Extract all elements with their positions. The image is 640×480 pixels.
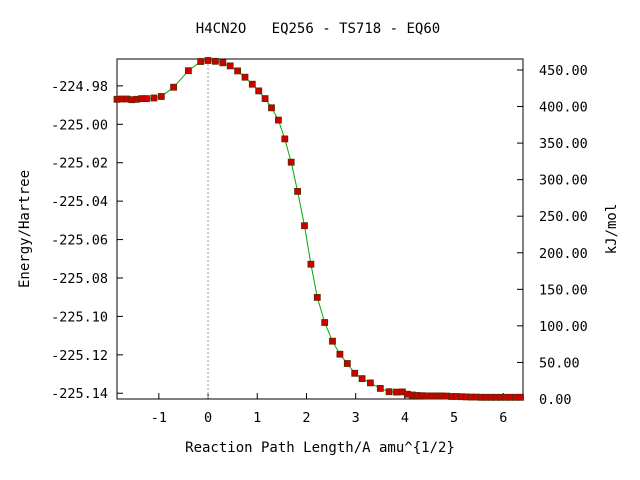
data-point: [204, 57, 212, 64]
data-point: [170, 83, 178, 91]
x-tick-label: 0: [204, 410, 212, 426]
data-point: [287, 158, 295, 166]
data-point: [281, 135, 289, 143]
x-tick-label: 4: [401, 410, 409, 426]
data-point: [197, 58, 205, 65]
x-axis-label: Reaction Path Length/A amu^{1/2}: [185, 440, 455, 456]
y2-tick-label: 0.00: [539, 392, 572, 408]
data-point: [358, 375, 366, 383]
data-point: [294, 187, 302, 195]
x-tick-label: -1: [151, 410, 167, 426]
data-point: [248, 80, 256, 88]
data-point: [143, 95, 150, 102]
data-points: [113, 57, 524, 401]
data-point: [255, 87, 263, 95]
data-point: [301, 222, 308, 230]
data-point: [234, 67, 242, 75]
y2-tick-label: 300.00: [539, 173, 588, 189]
x-tick-label: 3: [352, 410, 360, 426]
data-point: [366, 379, 374, 387]
data-point: [211, 57, 219, 65]
x-tick-label: 2: [302, 410, 310, 426]
y2-axis-ticks: 0.00 50.00 100.00 150.00 200.00 250.00 300.00 3…: [517, 63, 588, 408]
data-point: [226, 62, 234, 70]
data-point: [241, 73, 249, 81]
data-point: [150, 94, 158, 102]
y2-tick-label: 100.00: [539, 319, 588, 335]
data-point: [329, 337, 336, 345]
y-axis-label: Energy/Hartree: [17, 170, 33, 288]
data-point: [307, 260, 315, 268]
x-tick-label: 6: [499, 410, 507, 426]
y-tick-label: -225.10: [51, 309, 108, 325]
data-point: [393, 388, 400, 396]
y-tick-label: -225.12: [51, 348, 108, 364]
y-tick-label: -225.00: [51, 117, 108, 133]
y-tick-label: -225.08: [51, 271, 108, 287]
data-point: [376, 384, 384, 392]
y2-tick-label: 450.00: [539, 63, 588, 79]
y2-tick-label: 350.00: [539, 136, 588, 152]
data-point: [261, 95, 269, 102]
data-point: [336, 350, 344, 358]
data-point: [351, 369, 359, 377]
y2-tick-label: 150.00: [539, 282, 588, 298]
y-tick-label: -224.98: [51, 79, 108, 95]
y2-tick-label: 250.00: [539, 209, 588, 225]
data-point: [184, 67, 192, 75]
x-tick-label: 1: [253, 410, 261, 426]
data-point: [343, 360, 351, 367]
y-tick-label: -225.14: [51, 386, 108, 402]
data-point: [321, 319, 329, 326]
x-tick-label: 5: [450, 410, 458, 426]
data-point: [219, 59, 227, 67]
chart-title: H4CN2O EQ256 - TS718 - EQ60: [196, 21, 440, 37]
y2-tick-label: 200.00: [539, 246, 588, 262]
y2-tick-label: 50.00: [539, 355, 580, 371]
plot-frame: [116, 58, 524, 400]
y2-axis-label: kJ/mol: [604, 204, 620, 255]
data-point: [268, 104, 275, 112]
data-point: [385, 388, 393, 396]
y-tick-label: -225.02: [51, 156, 108, 172]
data-point: [274, 116, 282, 124]
y-tick-label: -225.06: [51, 233, 108, 249]
data-point: [157, 93, 165, 100]
data-point: [313, 293, 321, 301]
y2-tick-label: 400.00: [539, 100, 588, 116]
energy-curve: [116, 59, 521, 398]
data-point: [517, 393, 524, 401]
y-axis-ticks: -224.98 -225.00 -225.02 -225.04 -225.06 -225.…: [51, 79, 123, 402]
y-tick-label: -225.04: [51, 194, 108, 210]
